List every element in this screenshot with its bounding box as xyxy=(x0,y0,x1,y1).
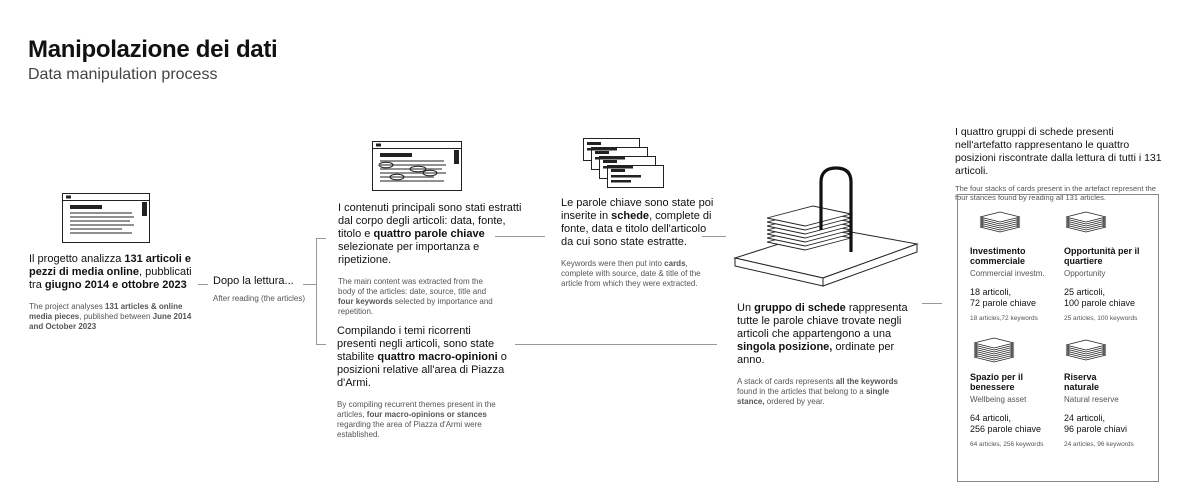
stack-subtitle: Wellbeing asset xyxy=(970,395,1027,404)
stack-count-articles: 25 articoli, xyxy=(1064,287,1106,297)
page-subtitle: Data manipulation process xyxy=(28,66,218,83)
stack-count-en: 18 articles,72 keywords xyxy=(970,315,1038,322)
connector-line xyxy=(303,284,316,285)
step-after-reading-en: After reading (the articles) xyxy=(213,294,306,303)
stack-count-articles: 18 articoli, xyxy=(970,287,1012,297)
stack-count-en: 25 articles, 100 keywords xyxy=(1064,315,1138,322)
step-card-stack-it: Un gruppo di schede rappresenta tutte le… xyxy=(737,302,908,366)
stacks-panel: Investimento commerciale Commercial inve… xyxy=(957,194,1159,482)
step-extraction-en: The main content was extracted from the … xyxy=(338,277,493,316)
stack-card: Investimento commerciale Commercial inve… xyxy=(970,209,1060,323)
stack-title: Opportunità per il quartiere xyxy=(1064,246,1140,266)
stack-subtitle: Commercial investm. xyxy=(970,269,1045,278)
step-four-stacks-it: I quattro gruppi di schede presenti nell… xyxy=(955,126,1162,177)
step-extraction: I contenuti principali sono stati estrat… xyxy=(338,202,523,317)
step-macro-opinions-it: Compilando i temi ricorrenti presenti ne… xyxy=(337,325,507,389)
keyword-cards-icon xyxy=(583,138,664,188)
connector-line xyxy=(495,236,545,237)
connector-line xyxy=(922,303,942,304)
newspaper-icon xyxy=(62,193,150,243)
card-stack-platform-icon xyxy=(733,166,919,287)
step-project-scope-it: Il progetto analizza 131 articoli e pezz… xyxy=(29,253,192,291)
connector-bracket xyxy=(316,238,317,345)
stack-subtitle: Natural reserve xyxy=(1064,395,1119,404)
step-after-reading-it: Dopo la lettura... xyxy=(213,275,294,287)
article-keywords-icon xyxy=(372,141,462,191)
connector-line xyxy=(316,238,326,239)
step-cards-it: Le parole chiave sono state poi inserite… xyxy=(561,197,714,248)
step-card-stack-en: A stack of cards represents all the keyw… xyxy=(737,377,898,406)
stack-count-articles: 24 articoli, xyxy=(1064,413,1106,423)
step-extraction-it: I contenuti principali sono stati estrat… xyxy=(338,202,522,266)
connector-line xyxy=(515,344,717,345)
connector-line xyxy=(702,236,726,237)
stack-count-articles: 64 articoli, xyxy=(970,413,1012,423)
step-four-stacks-en: The four stacks of cards present in the … xyxy=(955,184,1156,202)
connector-line xyxy=(316,344,326,345)
card-stack-icon xyxy=(979,211,1021,233)
step-four-stacks: I quattro gruppi di schede presenti nell… xyxy=(955,126,1165,202)
connector-line xyxy=(198,284,208,285)
stack-count-keywords: 72 parole chiave xyxy=(970,298,1037,308)
stack-card: Riserva naturale Natural reserve 24 arti… xyxy=(1064,335,1154,449)
step-after-reading: Dopo la lettura... After reading (the ar… xyxy=(213,275,323,304)
step-card-stack: Un gruppo di schede rappresenta tutte le… xyxy=(737,302,917,407)
stack-count-en: 64 articles, 256 keywords xyxy=(970,441,1044,448)
stack-card: Opportunità per il quartiere Opportunity… xyxy=(1064,209,1154,323)
step-macro-opinions: Compilando i temi ricorrenti presenti ne… xyxy=(337,325,507,440)
page-title: Manipolazione dei dati xyxy=(28,36,278,63)
step-project-scope-en: The project analyses 131 articles & onli… xyxy=(29,302,192,331)
step-cards-en: Keywords were then put into cards, compl… xyxy=(561,259,701,288)
stack-title: Spazio per il benessere xyxy=(970,372,1024,392)
stack-title: Investimento commerciale xyxy=(970,246,1026,266)
stack-count-en: 24 articles, 96 keywords xyxy=(1064,441,1134,448)
step-cards: Le parole chiave sono state poi inserite… xyxy=(561,197,716,289)
card-stack-icon xyxy=(1065,211,1107,233)
stack-count-keywords: 100 parole chiave xyxy=(1064,298,1136,308)
stack-card: Spazio per il benessere Wellbeing asset … xyxy=(970,335,1060,449)
card-stack-icon xyxy=(1065,339,1107,361)
stack-title: Riserva naturale xyxy=(1064,372,1100,392)
stack-count-keywords: 256 parole chiave xyxy=(970,424,1042,434)
stack-subtitle: Opportunity xyxy=(1064,269,1106,278)
stack-count-keywords: 96 parole chiavi xyxy=(1064,424,1128,434)
card-stack-icon xyxy=(973,337,1015,363)
step-macro-opinions-en: By compiling recurrent themes present in… xyxy=(337,400,496,439)
step-project-scope: Il progetto analizza 131 articoli e pezz… xyxy=(29,253,197,332)
